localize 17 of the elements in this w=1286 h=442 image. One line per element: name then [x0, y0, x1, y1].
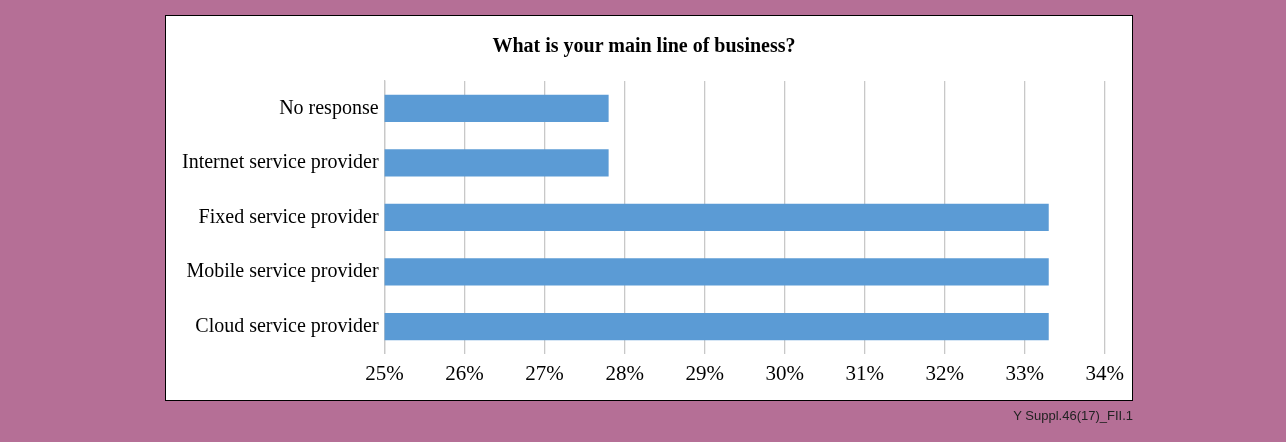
chart-title: What is your main line of business? — [492, 34, 796, 58]
x-tick-label: 26% — [445, 360, 484, 385]
x-tick-label: 28% — [605, 360, 644, 385]
x-tick-label: 33% — [1005, 360, 1044, 385]
y-tick-label: No response — [279, 95, 379, 119]
y-tick-label: Mobile service provider — [186, 259, 379, 283]
y-tick-label: Fixed service provider — [198, 204, 379, 228]
x-tick-label: 30% — [765, 360, 804, 385]
x-tick-label: 34% — [1085, 360, 1124, 385]
x-tick-label: 25% — [365, 360, 404, 385]
y-tick-label: Internet service provider — [181, 150, 379, 174]
x-tick-label: 29% — [685, 360, 724, 385]
y-tick-label: Cloud service provider — [195, 313, 379, 337]
text: Y Suppl.46(17)_FII.1 — [1012, 408, 1133, 423]
x-tick-label: 32% — [925, 360, 964, 385]
x-tick-label: 27% — [525, 360, 564, 385]
x-tick-label: 31% — [845, 360, 884, 385]
